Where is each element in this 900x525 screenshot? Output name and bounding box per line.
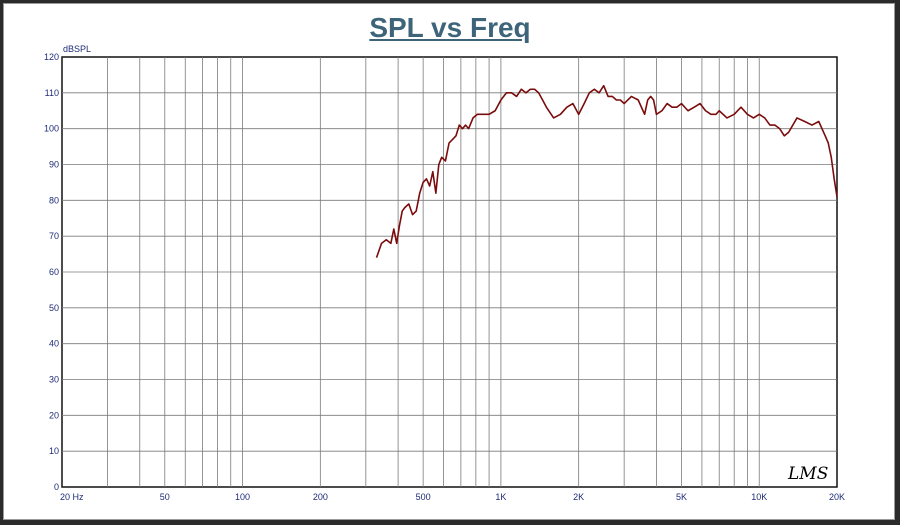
y-tick-label: 90: [49, 160, 59, 170]
x-tick-label: 100: [235, 492, 250, 502]
gridlines: [62, 57, 837, 487]
y-tick-labels: 0 10 20 30 40 50 60 70 80 90 100 110 120: [44, 52, 59, 492]
y-tick-label: 20: [49, 410, 59, 420]
x-tick-labels: 20 Hz 50 100 200 500 1K 2K 5K 10K 20K: [60, 492, 845, 502]
y-tick-label: 30: [49, 375, 59, 385]
x-tick-label: 10K: [751, 492, 767, 502]
chart-title: SPL vs Freq: [369, 12, 531, 43]
y-tick-label: 110: [45, 88, 59, 98]
spl-series-line: [375, 84, 838, 258]
y-tick-label: 60: [49, 267, 59, 277]
y-tick-label: 80: [49, 195, 59, 205]
y-tick-label: 100: [44, 124, 59, 134]
y-tick-label: 50: [49, 303, 59, 313]
x-tick-label: 50: [160, 492, 170, 502]
y-axis-label: dBSPL: [63, 44, 91, 54]
y-tick-label: 40: [49, 339, 59, 349]
y-tick-label: 10: [49, 446, 59, 456]
x-tick-label: 20K: [829, 492, 845, 502]
lms-logo: LMS: [787, 464, 828, 484]
y-tick-label: 70: [49, 231, 59, 241]
x-tick-label: 5K: [676, 492, 687, 502]
x-tick-label: 200: [313, 492, 328, 502]
x-tick-label: 20 Hz: [60, 492, 84, 502]
y-tick-label: 0: [54, 482, 59, 492]
x-tick-label: 2K: [573, 492, 584, 502]
x-tick-label: 500: [416, 492, 431, 502]
y-tick-label: 120: [44, 52, 59, 62]
x-tick-label: 1K: [495, 492, 506, 502]
